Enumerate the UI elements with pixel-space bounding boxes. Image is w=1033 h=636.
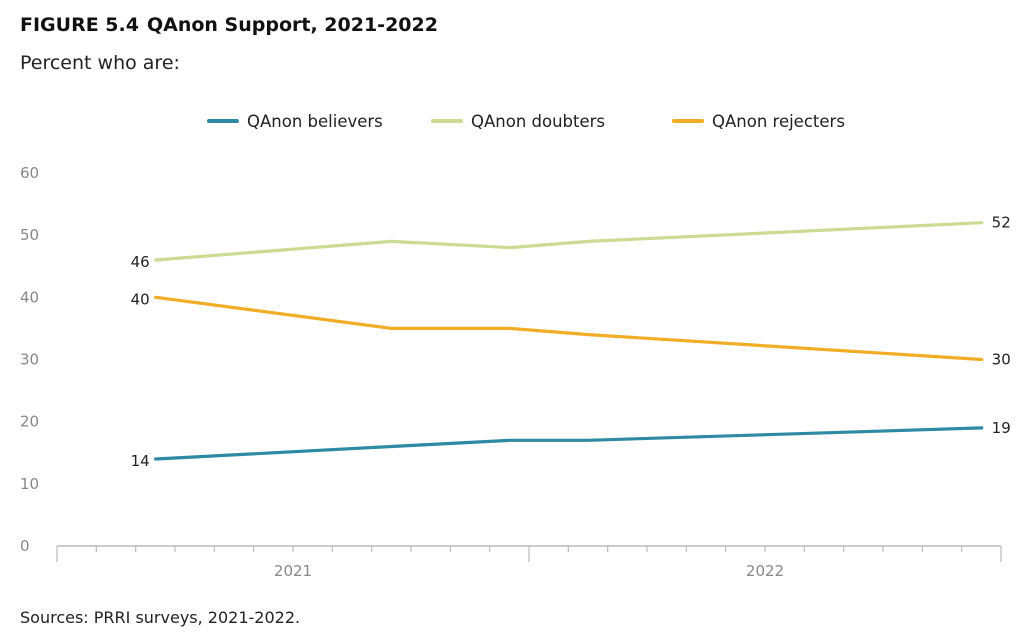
series-lines: [154, 221, 984, 461]
legend-label: QAnon rejecters: [712, 112, 845, 131]
line-chart: QAnon believers QAnon doubters QAnon rejec…: [20, 112, 1011, 580]
x-tick-label: 2021: [274, 562, 312, 580]
series-line: [154, 426, 984, 461]
figure-label: FIGURE 5.4: [20, 14, 139, 36]
x-tick-label: 2022: [746, 562, 784, 580]
data-label-start: 14: [131, 452, 150, 470]
series-line: [154, 295, 984, 362]
figure-title: QAnon Support, 2021-2022: [146, 14, 438, 36]
data-labels: 14 19 46 52 40 30: [131, 214, 1011, 470]
y-axis: 0 10 20 30 40 50 60: [20, 164, 39, 555]
chart-subtitle: Percent who are:: [20, 52, 180, 74]
legend: QAnon believers QAnon doubters QAnon rejec…: [207, 112, 845, 131]
data-label-end: 19: [992, 419, 1011, 437]
data-label-start: 46: [131, 253, 150, 271]
y-tick-label: 0: [20, 537, 30, 555]
data-label-end: 30: [992, 351, 1011, 369]
legend-label: QAnon believers: [247, 112, 383, 131]
data-label-end: 52: [992, 214, 1011, 232]
y-tick-label: 30: [20, 351, 39, 369]
y-tick-label: 40: [20, 288, 39, 306]
y-tick-label: 10: [20, 475, 39, 493]
y-tick-label: 50: [20, 226, 39, 244]
chart-title: FIGURE 5.4 QAnon Support, 2021-2022: [20, 14, 438, 36]
source-note: Sources: PRRI surveys, 2021-2022.: [20, 608, 301, 627]
data-label-start: 40: [131, 290, 150, 308]
y-tick-label: 60: [20, 164, 39, 182]
y-tick-label: 20: [20, 413, 39, 431]
legend-label: QAnon doubters: [471, 112, 605, 131]
series-line: [154, 221, 984, 262]
x-axis: 2021 2022: [56, 545, 1002, 580]
